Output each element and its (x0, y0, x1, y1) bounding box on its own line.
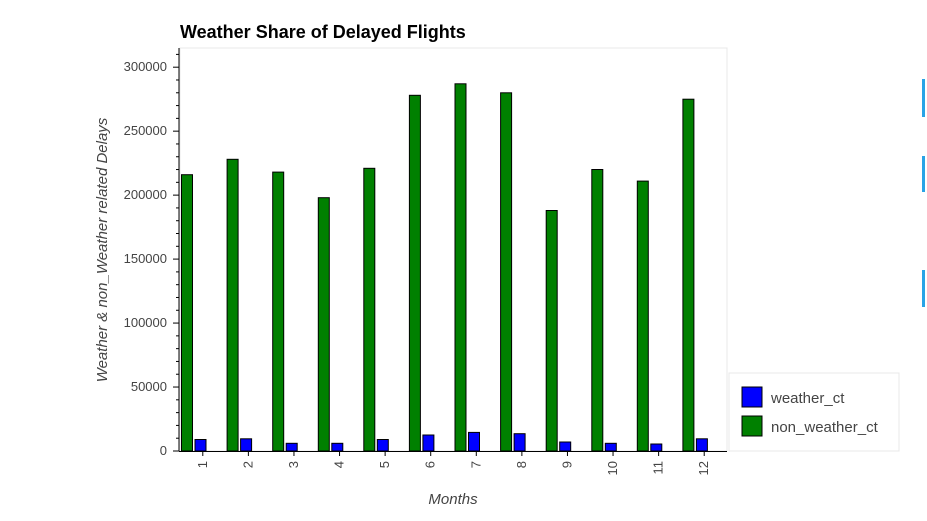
y-tick-label: 250000 (124, 123, 167, 138)
bar-non-weather-1 (181, 174, 193, 452)
x-tick-label: 8 (514, 461, 529, 468)
x-tick-label: 11 (651, 461, 666, 475)
bar-weather-8 (513, 433, 526, 452)
y-tick-label: 0 (160, 443, 167, 458)
edge-mark-2 (922, 156, 925, 192)
legend-box (728, 372, 900, 452)
bar-non-weather-2 (226, 158, 239, 452)
edge-mark-1 (922, 79, 925, 117)
x-tick-label: 9 (559, 461, 574, 468)
y-tick-label: 150000 (124, 251, 167, 266)
legend: weather_ct non_weather_ct (728, 372, 900, 452)
x-tick-label: 5 (377, 461, 392, 468)
x-tick-label: 10 (605, 461, 620, 475)
bar-non-weather-7 (454, 83, 467, 452)
edge-mark-3 (922, 270, 925, 307)
y-tick-label: 50000 (131, 379, 167, 394)
bar-non-weather-6 (408, 94, 421, 452)
bar-weather-12 (695, 438, 708, 452)
x-tick-label: 2 (240, 461, 255, 468)
legend-label-non-weather: non_weather_ct (771, 419, 879, 436)
legend-swatch-non-weather (741, 415, 763, 437)
legend-label-weather: weather_ct (770, 390, 845, 407)
bar-weather-1 (194, 439, 207, 452)
bar-weather-5 (376, 439, 389, 452)
bar-weather-9 (559, 441, 572, 452)
bar-non-weather-12 (682, 98, 695, 452)
bar-weather-10 (604, 442, 617, 452)
x-axis-label: Months (428, 491, 478, 508)
x-axis: 1 2 3 4 5 6 7 8 9 10 11 12 (179, 451, 727, 475)
legend-swatch-weather (741, 386, 763, 408)
y-tick-label: 300000 (124, 59, 167, 74)
bars-group (181, 83, 708, 452)
y-axis-label: Weather & non_Weather related Delays (94, 117, 111, 382)
bar-weather-4 (331, 442, 344, 452)
x-tick-label: 12 (696, 461, 711, 475)
bar-non-weather-9 (545, 210, 558, 452)
y-tick-label: 100000 (124, 315, 167, 330)
bar-weather-7 (468, 431, 480, 452)
y-axis: 0 50000 100000 150000 200000 250000 300000 (124, 48, 180, 458)
bar-weather-11 (650, 443, 663, 452)
x-tick-label: 6 (423, 461, 438, 468)
x-tick-label: 3 (286, 461, 301, 468)
bar-non-weather-5 (363, 167, 376, 452)
bar-weather-6 (422, 434, 435, 452)
bar-non-weather-8 (500, 92, 513, 452)
x-tick-label: 1 (195, 461, 210, 468)
bar-weather-3 (285, 442, 298, 452)
x-tick-label: 4 (332, 461, 347, 468)
y-tick-label: 200000 (124, 187, 167, 202)
bar-non-weather-4 (317, 197, 330, 452)
bar-non-weather-11 (636, 180, 649, 452)
bar-non-weather-3 (272, 171, 285, 452)
bar-non-weather-10 (591, 169, 604, 452)
chart-title: Weather Share of Delayed Flights (180, 22, 466, 42)
x-tick-label: 7 (468, 461, 483, 468)
bar-weather-2 (240, 438, 253, 452)
